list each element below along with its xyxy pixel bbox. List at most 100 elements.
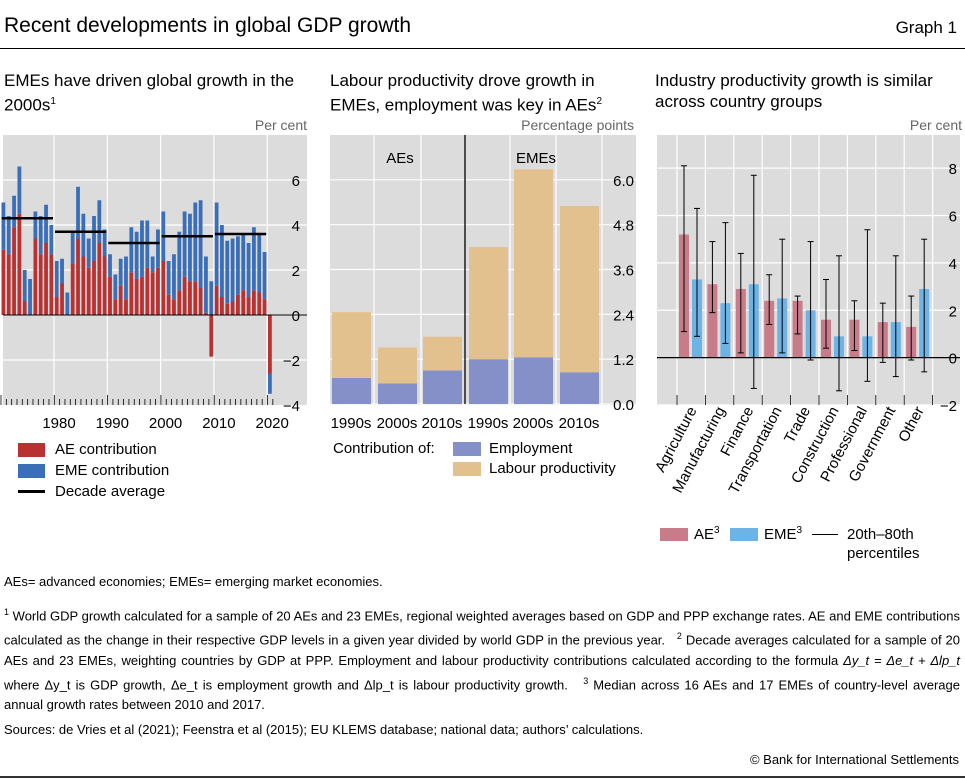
- panel1-title-text: EMEs have driven global growth in the 20…: [4, 71, 295, 115]
- bar-employment: [423, 370, 462, 404]
- bar-ae: [124, 299, 128, 315]
- footnote-ref: 3: [714, 525, 720, 536]
- bar-ae: [33, 238, 38, 315]
- bar-eme: [1, 202, 6, 250]
- fn2-text-end: where Δy_t is GDP growth, Δe_t is employ…: [4, 676, 568, 692]
- x-tick-label: 2000s: [513, 415, 554, 432]
- bar-eme: [102, 229, 107, 257]
- bottom-rule: [0, 776, 965, 778]
- bar-ae: [150, 272, 155, 315]
- bar-ae: [166, 294, 171, 315]
- bar-eme: [225, 240, 230, 304]
- bar-eme: [241, 234, 246, 291]
- y-tick-label: 6.0: [613, 173, 634, 190]
- plot-area: [657, 135, 960, 405]
- x-tick-label: 2020: [256, 415, 289, 432]
- bar-eme: [182, 211, 187, 277]
- footnotes: 1 World GDP growth calculated for a samp…: [4, 602, 960, 715]
- bar-eme: [108, 254, 112, 277]
- bar-ae: [252, 290, 256, 315]
- y-tick-label: 2: [292, 263, 300, 280]
- bar-ae: [177, 290, 182, 315]
- y-tick-label: 8: [949, 161, 957, 178]
- bar-labour-productivity: [560, 205, 599, 373]
- bar-ae: [209, 315, 214, 357]
- bar-eme: [246, 243, 251, 297]
- legend-swatch-productivity: [453, 462, 481, 476]
- y-tick-label: 3.6: [613, 263, 634, 280]
- bar-labour-productivity: [423, 336, 462, 371]
- bar-eme: [230, 238, 235, 302]
- bar-ae: [44, 243, 48, 315]
- legend-line-decade: [18, 490, 45, 493]
- bar-ae: [188, 281, 192, 315]
- footnote-ref: 2: [596, 96, 602, 107]
- graph-title: Recent developments in global GDP growth: [4, 14, 412, 37]
- bar-eme: [198, 200, 203, 288]
- bar-ae: [161, 261, 166, 315]
- bar-ae: [145, 267, 150, 315]
- fn2-formula: Δy_t = Δe_t + Δlp_t: [843, 652, 961, 668]
- bar-eme: [81, 213, 86, 257]
- bar-labour-productivity: [332, 312, 371, 378]
- bar-ae: [241, 290, 246, 315]
- bar-eme: [54, 261, 59, 297]
- bar-ae: [204, 312, 208, 315]
- legend-ae3: AE3: [694, 525, 720, 543]
- bar-ae: [225, 303, 230, 315]
- bar-ae: [70, 263, 75, 315]
- bar-eme: [33, 211, 38, 239]
- panel3-unit: Per cent: [909, 117, 962, 133]
- legend-swatch-eme: [18, 464, 45, 478]
- bar-eme: [236, 236, 240, 295]
- bar-ae: [268, 315, 272, 374]
- legend-prefix: Contribution of:: [333, 440, 435, 457]
- legend-ae3-text: AE: [694, 526, 715, 543]
- y-tick-label: 4: [949, 256, 957, 273]
- bar-ae: [17, 213, 22, 315]
- fn1-text: World GDP growth calculated for a sample…: [4, 608, 960, 648]
- bar-eme: [124, 256, 128, 300]
- bar-labour-productivity: [469, 247, 508, 360]
- bar-employment: [378, 383, 417, 404]
- legend-percentiles: 20th–80th percentiles: [847, 526, 920, 562]
- y-tick-label: 0: [949, 351, 957, 368]
- bar-ae: [49, 254, 54, 315]
- y-tick-label: 4.8: [613, 218, 634, 235]
- panel2-unit: Percentage points: [521, 117, 634, 133]
- bar-eme: [113, 274, 118, 300]
- legend-eme3-text: EME: [764, 526, 797, 543]
- bar-ae: [230, 301, 235, 315]
- legend-productivity: Labour productivity: [489, 460, 616, 477]
- y-tick-label: 6: [292, 173, 300, 190]
- bar-eme: [166, 261, 171, 295]
- fn3-num: 3: [583, 675, 589, 686]
- panel2-title-text: Labour productivity drove growth in EMEs…: [330, 71, 597, 115]
- bar-ae: [97, 243, 102, 315]
- title-rule: [0, 48, 965, 49]
- legend-swatch-ae3: [660, 528, 688, 541]
- bar-eme: [156, 229, 160, 268]
- bar-labour-productivity: [378, 347, 417, 384]
- y-tick-label: −4: [283, 398, 300, 415]
- bar-eme: [177, 231, 182, 291]
- panel3-title: Industry productivity growth is similar …: [655, 71, 933, 111]
- bar-eme: [150, 256, 155, 273]
- bar-eme: [86, 238, 91, 268]
- bar-ae: [129, 272, 134, 315]
- fn1-num: 1: [4, 607, 10, 617]
- bar-ae: [707, 284, 718, 358]
- bar-eme: [134, 231, 139, 279]
- x-tick-label: 1990s: [468, 415, 509, 432]
- bar-eme: [204, 256, 208, 313]
- bar-eme: [268, 373, 272, 394]
- legend-swatch-employment: [453, 442, 481, 456]
- bar-ae: [108, 276, 112, 315]
- bar-ae: [1, 249, 6, 315]
- bar-ae: [257, 292, 262, 315]
- bar-eme: [65, 292, 70, 315]
- bar-ae: [134, 279, 139, 315]
- bar-ae: [214, 285, 219, 315]
- bar-eme: [22, 270, 27, 302]
- bar-eme: [129, 227, 134, 273]
